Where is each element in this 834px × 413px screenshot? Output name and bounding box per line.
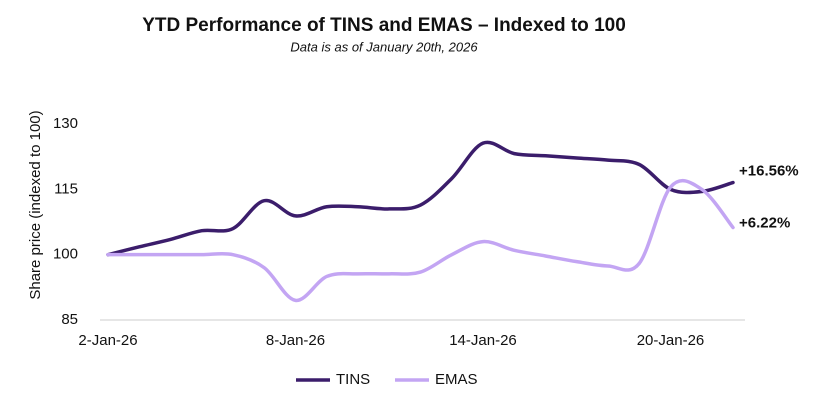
- end-label: +6.22%: [739, 215, 790, 232]
- data-line: [106, 178, 735, 303]
- data-line: [106, 140, 735, 257]
- y-axis-label: Share price (indexed to 100): [27, 110, 44, 299]
- end-label: +16.56%: [739, 163, 799, 180]
- y-tick-label: 130: [53, 115, 78, 132]
- y-tick-label: 100: [53, 246, 78, 263]
- x-tick-label: 8-Jan-26: [266, 332, 325, 349]
- chart-subtitle: Data is as of January 20th, 2026: [290, 39, 478, 54]
- y-tick-label: 85: [61, 311, 78, 328]
- y-tick-label: 115: [54, 180, 78, 197]
- legend-label: EMAS: [435, 371, 478, 388]
- x-tick-label: 14-Jan-26: [449, 332, 517, 349]
- x-tick-label: 2-Jan-26: [78, 332, 137, 349]
- chart-title: YTD Performance of TINS and EMAS – Index…: [142, 15, 626, 36]
- legend-label: TINS: [336, 371, 370, 388]
- x-tick-label: 20-Jan-26: [637, 332, 705, 349]
